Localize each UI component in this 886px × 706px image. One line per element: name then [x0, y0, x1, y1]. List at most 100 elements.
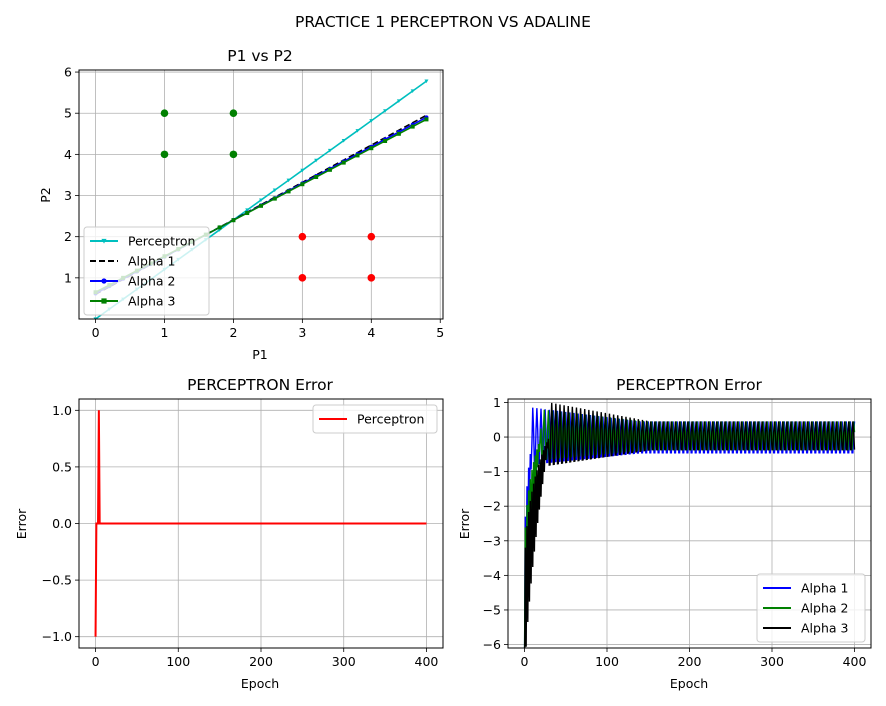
x-tick-label: 0 [92, 654, 100, 669]
legend: Alpha 1 Alpha 2 Alpha 3 [756, 573, 866, 643]
y-tick-label: 0.5 [52, 459, 72, 474]
scatter-point [367, 274, 376, 282]
data-marker [272, 188, 277, 193]
plot-title: P1 vs P2 [227, 47, 293, 65]
y-tick-label: 1 [493, 395, 501, 410]
data-marker [231, 218, 236, 223]
x-tick-label: 0 [92, 325, 100, 340]
data-marker [355, 153, 360, 158]
legend-box [83, 226, 210, 316]
x-axis-label: Epoch [670, 676, 708, 691]
plot-p1-vs-p2: P1 vs P2 P1 P2 0 1 2 3 4 5 1 2 3 4 5 6 Perceptron Alp… [38, 47, 444, 362]
x-tick-label: 1 [161, 325, 169, 340]
y-axis-label: Error [14, 508, 29, 539]
data-marker [369, 119, 374, 123]
y-tick-label: 0.0 [52, 516, 72, 531]
plot-perceptron-error: PERCEPTRON Error Epoch Error 0 100 200 300 4… [14, 376, 444, 691]
data-marker [272, 196, 277, 201]
y-tick-label: −0.5 [42, 573, 72, 588]
data-marker [327, 148, 332, 153]
series-line-perceptron [94, 410, 427, 637]
data-marker [369, 146, 374, 151]
legend: Perceptron Alpha 1 Alpha 2 Alpha 3 [83, 226, 210, 316]
data-marker [355, 129, 360, 133]
y-tick-label: −5 [483, 602, 501, 617]
plot-title: PERCEPTRON Error [616, 376, 762, 394]
data-marker [286, 189, 291, 194]
y-axis-label: Error [457, 508, 472, 539]
y-tick-label: 5 [64, 106, 72, 121]
y-tick-label: −1 [483, 464, 501, 479]
y-tick-label: 1 [64, 270, 72, 285]
legend-label: Alpha 2 [128, 274, 175, 289]
scatter-point [229, 109, 238, 118]
scatter-point [367, 232, 376, 241]
data-marker [245, 211, 250, 216]
data-marker [327, 167, 332, 172]
axes-frame [507, 398, 872, 649]
data-marker [259, 203, 263, 208]
y-tick-label: −1.0 [42, 629, 72, 644]
x-tick-label: 3 [298, 325, 306, 340]
x-tick-label: 300 [332, 654, 356, 669]
data-marker [314, 175, 319, 180]
data-marker [396, 99, 401, 103]
y-tick-label: 4 [64, 147, 72, 162]
y-tick-label: −6 [483, 637, 501, 652]
legend-label: Alpha 3 [801, 621, 848, 636]
data-marker [286, 178, 291, 183]
x-tick-label: 200 [678, 654, 702, 669]
legend-label: Perceptron [357, 412, 424, 427]
x-tick-label: 200 [249, 654, 273, 669]
x-tick-label: 0 [521, 654, 529, 669]
data-marker [300, 182, 305, 187]
legend: Perceptron [312, 404, 438, 434]
x-tick-label: 400 [843, 654, 867, 669]
data-marker [101, 298, 107, 304]
legend-label: Alpha 2 [801, 601, 848, 616]
y-tick-label: −2 [483, 499, 501, 514]
plot-area [94, 410, 427, 637]
y-tick-label: 0 [493, 430, 501, 445]
y-tick-label: 1.0 [52, 403, 72, 418]
legend-label: Alpha 3 [128, 294, 175, 309]
legend-label: Perceptron [128, 234, 195, 249]
y-tick-label: −3 [483, 533, 501, 548]
x-axis-label: Epoch [241, 676, 279, 691]
x-tick-label: 5 [436, 325, 444, 340]
x-tick-label: 4 [367, 325, 375, 340]
plot-title: PERCEPTRON Error [187, 376, 333, 394]
data-marker [300, 168, 305, 173]
y-tick-label: −4 [483, 568, 501, 583]
data-marker [314, 158, 319, 163]
scatter-point [160, 150, 169, 159]
legend-box [312, 404, 438, 434]
data-marker [383, 138, 388, 143]
series-line-alpha-3 [524, 402, 856, 648]
axes-frame [78, 69, 444, 320]
data-marker [101, 278, 107, 284]
data-marker [217, 225, 222, 230]
data-marker [424, 79, 429, 84]
x-tick-label: 300 [760, 654, 784, 669]
plot-adaline-error: PERCEPTRON Error Epoch Error 0 100 200 300 4… [457, 376, 872, 691]
figure-title: PRACTICE 1 PERCEPTRON VS ADALINE [295, 13, 591, 31]
data-marker [383, 109, 388, 113]
x-tick-label: 400 [415, 654, 439, 669]
data-marker [410, 89, 415, 94]
scatter-point [160, 109, 169, 118]
legend-box [756, 573, 866, 643]
y-axis-label: P2 [38, 187, 53, 203]
data-marker [410, 124, 415, 129]
scatter-point [229, 150, 238, 159]
data-marker [259, 198, 263, 203]
data-marker [245, 208, 250, 212]
y-tick-label: 2 [64, 229, 72, 244]
x-tick-label: 2 [229, 325, 237, 340]
data-marker [341, 138, 346, 143]
axes-frame [78, 398, 444, 649]
plot-area [523, 402, 856, 648]
data-marker [424, 117, 429, 122]
x-tick-label: 100 [166, 654, 190, 669]
